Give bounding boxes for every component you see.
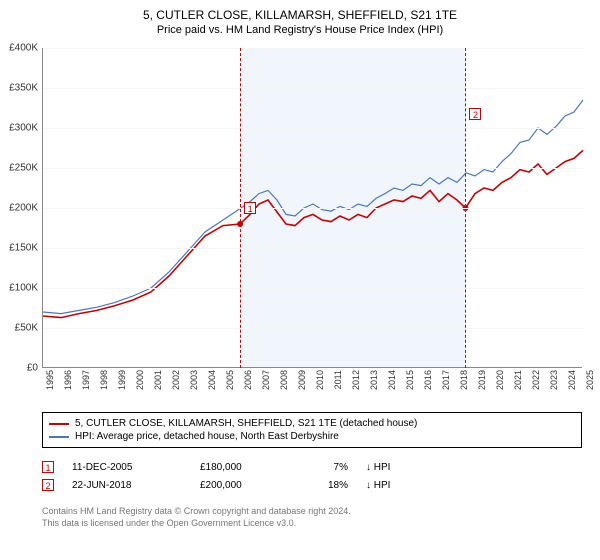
chart-subtitle: Price paid vs. HM Land Registry's House … [0, 22, 600, 42]
transaction-marker-line [465, 48, 466, 368]
plot-region: 12 [42, 48, 582, 368]
legend-swatch [49, 436, 69, 438]
x-axis-label: 1998 [99, 370, 109, 390]
legend-item: 5, CUTLER CLOSE, KILLAMARSH, SHEFFIELD, … [49, 417, 575, 430]
y-axis-label: £400K [9, 43, 38, 54]
series-line [43, 150, 583, 317]
x-axis-label: 1995 [45, 370, 55, 390]
legend-box: 5, CUTLER CLOSE, KILLAMARSH, SHEFFIELD, … [42, 412, 582, 448]
x-axis-label: 2013 [369, 370, 379, 390]
chart-area: 12 £0£50K£100K£150K£200K£250K£300K£350K£… [42, 48, 582, 392]
x-axis-label: 2015 [405, 370, 415, 390]
x-axis-label: 2011 [333, 370, 343, 389]
x-axis-label: 2003 [189, 370, 199, 390]
x-axis-label: 1997 [81, 370, 91, 390]
x-axis-label: 2018 [459, 370, 469, 390]
x-axis-label: 2016 [423, 370, 433, 390]
x-axis-label: 2024 [567, 370, 577, 390]
gridline [43, 168, 583, 169]
x-axis-label: 2017 [441, 370, 451, 390]
y-axis-label: £0 [27, 363, 38, 374]
gridline [43, 128, 583, 129]
x-axis-label: 2005 [225, 370, 235, 390]
transaction-price: £180,000 [200, 462, 290, 473]
x-axis-label: 2012 [351, 370, 361, 390]
footer-line: This data is licensed under the Open Gov… [42, 518, 582, 530]
x-axis-label: 2019 [477, 370, 487, 390]
x-axis-label: 2023 [549, 370, 559, 390]
transaction-marker-label: 1 [244, 202, 256, 214]
series-line [43, 100, 583, 314]
footer-attribution: Contains HM Land Registry data © Crown c… [42, 506, 582, 529]
x-axis-label: 2020 [495, 370, 505, 390]
y-axis-label: £50K [15, 323, 38, 334]
transaction-row: 2 22-JUN-2018 £200,000 18% ↓ HPI [42, 476, 582, 494]
legend-label: HPI: Average price, detached house, Nort… [75, 431, 339, 442]
x-axis-label: 2007 [261, 370, 271, 390]
gridline [43, 208, 583, 209]
x-axis-label: 2022 [531, 370, 541, 390]
transaction-price: £200,000 [200, 480, 290, 491]
x-axis-label: 2002 [171, 370, 181, 390]
transaction-pct: 18% [308, 480, 348, 491]
transaction-hpi-arrow: ↓ HPI [366, 462, 416, 473]
transaction-table: 1 11-DEC-2005 £180,000 7% ↓ HPI 2 22-JUN-2018 £… [42, 458, 582, 494]
gridline [43, 88, 583, 89]
transaction-marker-label: 2 [469, 108, 481, 120]
x-axis-label: 2014 [387, 370, 397, 390]
x-axis-label: 2010 [315, 370, 325, 390]
y-axis-label: £200K [9, 203, 38, 214]
x-axis-label: 1999 [117, 370, 127, 390]
gridline [43, 48, 583, 49]
y-axis-label: £150K [9, 243, 38, 254]
legend-label: 5, CUTLER CLOSE, KILLAMARSH, SHEFFIELD, … [75, 418, 417, 429]
gridline [43, 248, 583, 249]
y-axis-label: £250K [9, 163, 38, 174]
legend-swatch [49, 423, 69, 425]
y-axis-label: £300K [9, 123, 38, 134]
gridline [43, 328, 583, 329]
x-axis-label: 2006 [243, 370, 253, 390]
transaction-pct: 7% [308, 462, 348, 473]
x-axis-label: 2008 [279, 370, 289, 390]
transaction-id-badge: 2 [42, 479, 54, 491]
y-axis-label: £350K [9, 83, 38, 94]
y-axis-label: £100K [9, 283, 38, 294]
x-axis-label: 2025 [585, 370, 595, 390]
gridline [43, 288, 583, 289]
legend-item: HPI: Average price, detached house, Nort… [49, 430, 575, 443]
footer-line: Contains HM Land Registry data © Crown c… [42, 506, 582, 518]
x-axis-label: 2000 [135, 370, 145, 390]
transaction-hpi-arrow: ↓ HPI [366, 480, 416, 491]
transaction-date: 22-JUN-2018 [72, 480, 182, 491]
transaction-row: 1 11-DEC-2005 £180,000 7% ↓ HPI [42, 458, 582, 476]
transaction-date: 11-DEC-2005 [72, 462, 182, 473]
transaction-id-badge: 1 [42, 461, 54, 473]
chart-title: 5, CUTLER CLOSE, KILLAMARSH, SHEFFIELD, … [0, 0, 600, 22]
x-axis-label: 2001 [153, 370, 163, 390]
x-axis-label: 1996 [63, 370, 73, 390]
transaction-marker-line [240, 48, 241, 368]
x-axis-label: 2004 [207, 370, 217, 390]
x-axis-label: 2021 [513, 370, 523, 390]
x-axis-label: 2009 [297, 370, 307, 390]
